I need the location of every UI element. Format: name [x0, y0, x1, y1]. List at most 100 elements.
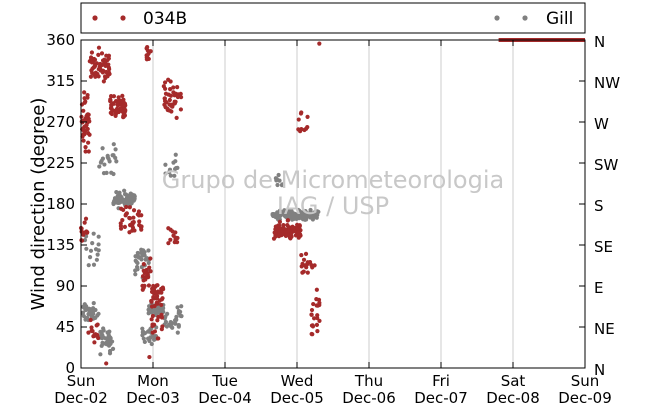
data-point — [277, 219, 283, 224]
data-point — [142, 339, 147, 345]
data-point — [89, 68, 94, 73]
data-point — [91, 262, 97, 267]
x-tick-label-date: Dec-02 — [54, 389, 108, 407]
data-point — [167, 108, 172, 113]
data-point — [166, 77, 171, 82]
data-point — [275, 182, 280, 188]
data-point — [315, 313, 320, 318]
data-point — [87, 311, 92, 316]
data-point — [295, 226, 301, 231]
data-point — [151, 337, 157, 342]
data-point — [317, 318, 322, 323]
y-tick-label-left: 315 — [46, 72, 75, 90]
data-point — [96, 74, 101, 79]
data-point — [135, 267, 140, 272]
data-point — [96, 234, 101, 239]
data-point — [280, 232, 285, 237]
data-point — [141, 285, 146, 290]
data-point — [309, 331, 314, 337]
data-point — [176, 309, 182, 314]
y-tick-label-left: 135 — [46, 236, 75, 254]
data-point — [159, 315, 165, 320]
data-point — [85, 230, 90, 235]
data-point — [173, 159, 178, 164]
data-point — [286, 228, 291, 233]
y-tick-label-left: 180 — [46, 195, 75, 213]
data-point — [117, 190, 122, 195]
data-point — [175, 94, 180, 100]
x-tick-label-date: Dec-05 — [270, 389, 324, 407]
data-point — [87, 119, 92, 124]
data-point — [112, 199, 117, 204]
data-point — [314, 287, 319, 292]
data-point — [145, 256, 150, 261]
data-point — [91, 311, 96, 316]
data-point — [114, 106, 120, 111]
data-point — [147, 265, 152, 270]
x-tick-label-day: Sun — [571, 372, 600, 390]
data-point — [296, 233, 301, 238]
data-point — [299, 110, 304, 115]
data-point — [309, 262, 314, 268]
data-point — [293, 213, 298, 219]
data-point — [85, 92, 90, 98]
data-point — [127, 215, 132, 221]
data-point — [106, 56, 111, 61]
data-point — [133, 272, 138, 277]
data-point — [163, 162, 168, 167]
data-point — [133, 254, 138, 259]
data-point — [274, 227, 279, 233]
data-point — [309, 312, 314, 317]
data-point — [276, 172, 281, 178]
data-point — [163, 314, 168, 319]
data-point — [141, 336, 146, 341]
data-point — [167, 97, 172, 103]
data-point — [148, 335, 153, 340]
data-point — [285, 233, 290, 238]
data-point — [159, 327, 164, 332]
data-point — [161, 287, 166, 292]
data-point — [89, 50, 95, 55]
data-point — [104, 53, 109, 58]
y-tick-label-left: 360 — [46, 31, 75, 49]
data-point — [146, 311, 151, 316]
data-point — [82, 118, 87, 123]
data-point — [173, 152, 178, 157]
data-point — [88, 248, 94, 253]
data-point — [314, 322, 320, 327]
data-point — [315, 209, 320, 214]
data-point — [171, 85, 176, 90]
data-point — [285, 223, 290, 228]
x-tick-label-day: Wed — [281, 372, 314, 390]
data-point — [131, 220, 136, 225]
x-tick-label-date: Dec-07 — [414, 389, 468, 407]
data-point — [161, 84, 166, 89]
data-point — [153, 310, 158, 315]
data-point — [162, 80, 168, 85]
data-point — [106, 334, 111, 340]
data-point — [86, 330, 91, 335]
data-point — [303, 263, 308, 268]
data-point — [154, 295, 159, 300]
data-point — [149, 317, 154, 322]
data-point — [94, 257, 99, 262]
data-point — [137, 219, 142, 224]
y-tick-label-left: 90 — [56, 277, 75, 295]
data-point — [95, 322, 100, 327]
data-point — [157, 290, 162, 295]
data-point — [155, 336, 160, 341]
data-point — [156, 314, 161, 320]
x-tick-label-date: Dec-04 — [198, 389, 252, 407]
data-point — [96, 242, 101, 247]
data-point — [155, 283, 160, 288]
x-tick-label-day: Sat — [501, 372, 526, 390]
data-point — [146, 248, 151, 253]
data-point — [92, 64, 97, 69]
data-point — [172, 101, 177, 106]
data-point — [279, 183, 285, 188]
data-point — [114, 159, 119, 164]
data-point — [113, 147, 118, 152]
data-point — [168, 237, 173, 242]
x-tick-label-date: Dec-06 — [342, 389, 396, 407]
x-tick-label-day: Sun — [67, 372, 96, 390]
